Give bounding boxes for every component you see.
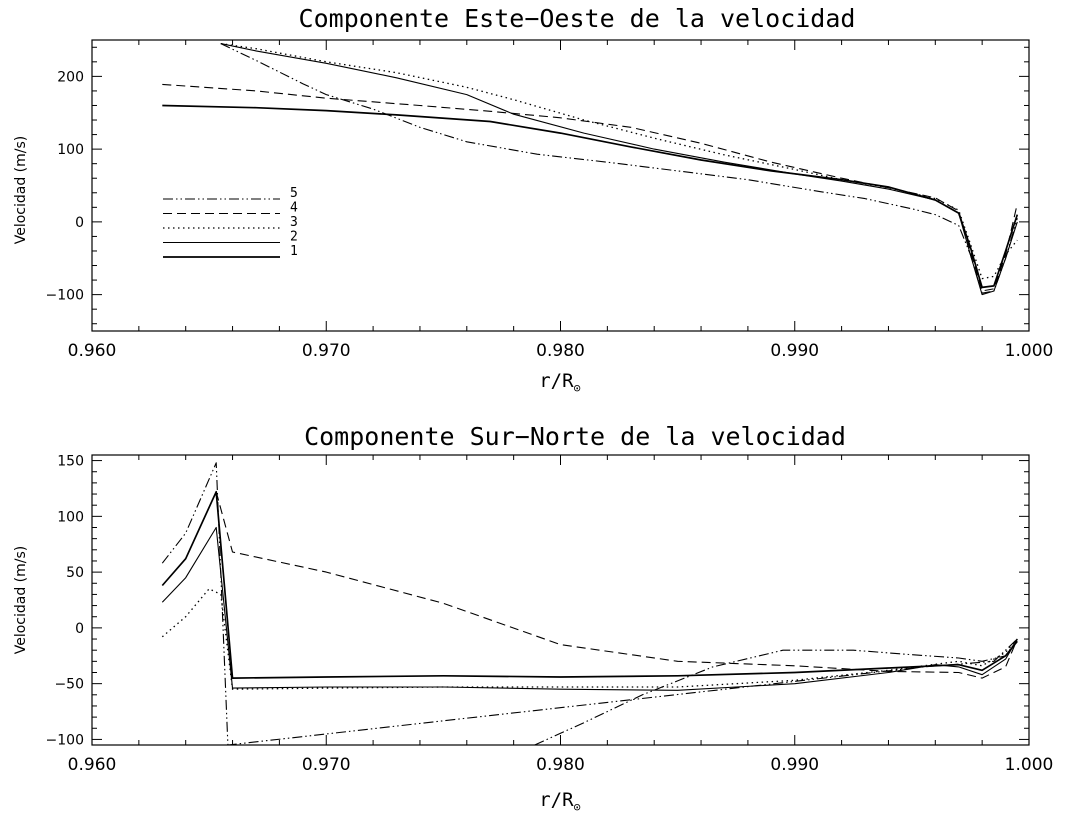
x-axis-label-main: r/R bbox=[539, 370, 574, 392]
series-line-5 bbox=[161, 462, 1018, 745]
x-tick-label: 0.960 bbox=[68, 341, 117, 361]
series-lines-east-west bbox=[162, 42, 1019, 296]
east-west-panel: Componente Este−Oeste de la velocidad Ve… bbox=[13, 4, 1053, 395]
y-tick-label: 100 bbox=[57, 142, 84, 158]
legend-label-1: 1 bbox=[290, 244, 298, 259]
y-axis-label-east-west: Velocidad (m/s) bbox=[13, 136, 29, 245]
x-tick-label: 0.970 bbox=[302, 341, 351, 361]
legend-label-5: 5 bbox=[290, 186, 298, 201]
y-tick-label: 200 bbox=[57, 69, 84, 85]
x-tick-label: 0.960 bbox=[68, 755, 117, 775]
series-line-1 bbox=[161, 490, 1018, 679]
x-tick-label: 0.980 bbox=[536, 755, 585, 775]
x-axis-label-subscript: ⊙ bbox=[574, 381, 581, 395]
y-tick-label: 0 bbox=[75, 215, 84, 231]
x-axis-label-main: r/R bbox=[539, 789, 574, 811]
x-tick-label: 0.980 bbox=[536, 341, 585, 361]
x-tick-label: 0.970 bbox=[302, 755, 351, 775]
x-tick-label: 1.000 bbox=[1005, 755, 1054, 775]
series-lines-south-north bbox=[161, 462, 1018, 745]
plot-frame bbox=[91, 454, 1030, 746]
chart-title-east-west: Componente Este−Oeste de la velocidad bbox=[299, 4, 856, 33]
series-line-4 bbox=[215, 491, 1018, 679]
axes-south-north: 0.960 0.970 0.980 0.990 1.000 −100 −50 0 50 100 15… bbox=[46, 454, 1054, 775]
x-tick-label: 0.990 bbox=[770, 341, 819, 361]
y-tick-label: 150 bbox=[57, 454, 84, 470]
x-tick-label: 1.000 bbox=[1005, 341, 1054, 361]
y-axis-label-south-north: Velocidad (m/s) bbox=[13, 546, 29, 655]
series-line-3 bbox=[161, 588, 1018, 690]
y-tick-label: −100 bbox=[46, 288, 84, 304]
south-north-panel: Componente Sur−Norte de la velocidad Vel… bbox=[13, 422, 1053, 814]
y-tick-label: 0 bbox=[75, 621, 84, 637]
chart-title-south-north: Componente Sur−Norte de la velocidad bbox=[304, 422, 846, 451]
legend-label-3: 3 bbox=[290, 215, 298, 230]
x-axis-label-subscript: ⊙ bbox=[574, 800, 581, 814]
y-tick-label: −50 bbox=[54, 677, 84, 693]
y-tick-label: 50 bbox=[66, 565, 84, 581]
x-tick-label: 0.990 bbox=[770, 755, 819, 775]
series-line-4 bbox=[162, 83, 1018, 292]
legend-label-2: 2 bbox=[290, 230, 298, 245]
series-line-3 bbox=[220, 42, 1018, 280]
plot-frame bbox=[91, 39, 1030, 332]
axes-east-west: 0.960 0.970 0.980 0.990 1.000 −100 0 100 200 bbox=[46, 39, 1054, 361]
series-line-2 bbox=[161, 526, 1018, 691]
series-line-5 bbox=[220, 43, 1018, 294]
y-tick-label: 100 bbox=[57, 509, 84, 525]
series-line-2 bbox=[220, 43, 1018, 296]
x-axis-label-east-west: r/R⊙ bbox=[539, 370, 581, 395]
legend-label-4: 4 bbox=[290, 201, 298, 216]
x-axis-label-south-north: r/R⊙ bbox=[539, 789, 581, 814]
y-tick-label: −100 bbox=[46, 732, 84, 748]
series-line-5-segment bbox=[534, 638, 1018, 745]
